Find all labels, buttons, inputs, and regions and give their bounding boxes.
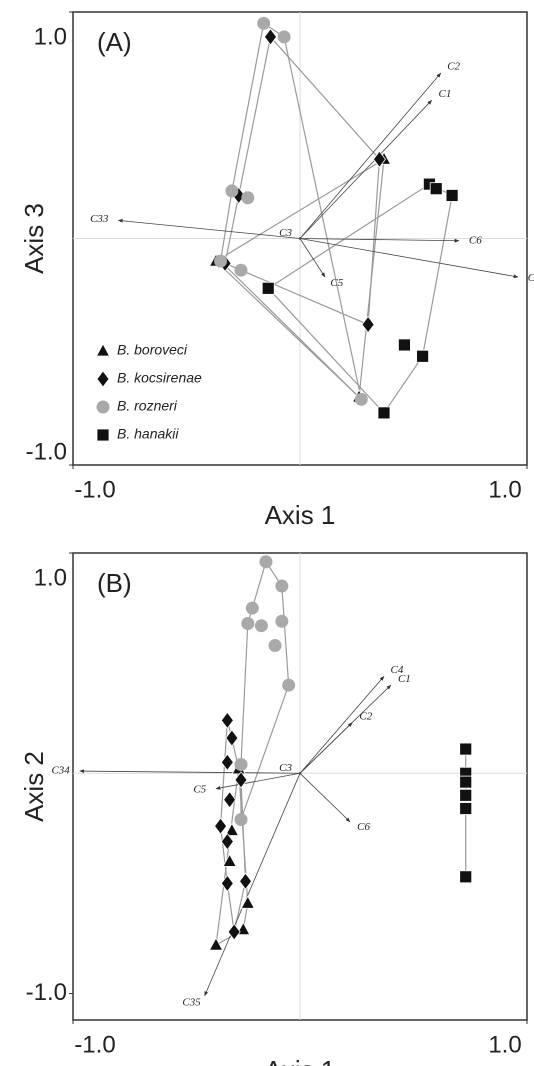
vector-label: C4: [528, 272, 534, 284]
biplot-vector: [299, 772, 351, 823]
biplot-vector: [79, 769, 301, 774]
data-point: [398, 338, 411, 352]
vector-label: C1: [398, 673, 411, 685]
panel-label: (B): [97, 568, 132, 598]
data-point: [220, 832, 234, 851]
data-point: [254, 619, 268, 633]
y-axis-label: Axis 3: [19, 203, 49, 274]
legend-label: B. kocsirenae: [117, 370, 202, 386]
group-hull: [240, 560, 290, 820]
x-axis-label: Axis 1: [265, 1055, 336, 1066]
data-point: [245, 601, 259, 615]
y-axis-label: Axis 2: [19, 751, 49, 822]
biplot-vector: [299, 238, 519, 279]
y-tick-label: -1.0: [26, 438, 67, 465]
group-hull: [267, 183, 453, 414]
vector-label: C35: [182, 997, 201, 1009]
data-point: [361, 315, 375, 334]
data-point: [234, 757, 248, 771]
data-point: [234, 813, 248, 827]
vector-label: C6: [357, 821, 370, 833]
biplot-vector: [299, 238, 460, 243]
vector-label: C2: [447, 61, 460, 73]
data-point: [239, 872, 253, 890]
biplot-vector: [299, 99, 432, 239]
legend-label: B. boroveci: [117, 342, 188, 358]
biplot-vector: [299, 722, 353, 774]
data-point: [372, 150, 386, 168]
data-point: [257, 16, 271, 30]
vector-label: C34: [51, 765, 70, 777]
vector-label: C33: [90, 213, 109, 225]
legend-marker: [96, 428, 110, 442]
data-point: [259, 555, 273, 569]
group-hull: [224, 35, 381, 326]
data-point: [429, 182, 443, 196]
data-point: [459, 788, 473, 802]
vector-label: C3: [279, 762, 292, 774]
data-point: [223, 791, 237, 809]
legend-marker: [95, 343, 111, 357]
data-point: [354, 392, 368, 406]
vector-label: C5: [330, 277, 343, 289]
legend-marker: [96, 400, 110, 414]
data-point: [377, 406, 391, 420]
y-tick-label: 1.0: [34, 23, 67, 50]
data-point: [282, 678, 296, 692]
data-point: [268, 639, 282, 653]
vector-label: C6: [469, 234, 482, 246]
biplot-vector: [299, 675, 385, 774]
biplot-vector: [299, 72, 442, 239]
data-point: [214, 817, 228, 835]
data-point: [445, 189, 459, 202]
data-point: [208, 937, 224, 951]
data-point: [241, 616, 255, 630]
data-point: [220, 753, 234, 771]
data-point: [225, 729, 239, 747]
y-tick-label: -1.0: [26, 979, 67, 1006]
biplot-vector: [215, 772, 301, 790]
biplot-vector: [117, 218, 301, 239]
data-point: [234, 771, 248, 789]
data-point: [241, 191, 255, 205]
vector-label: C5: [193, 784, 206, 796]
data-point: [459, 802, 473, 815]
data-point: [234, 263, 248, 277]
legend-label: B. rozneri: [117, 398, 178, 414]
data-point: [275, 614, 289, 628]
data-point: [459, 870, 473, 884]
data-point: [240, 895, 255, 909]
data-point: [224, 822, 240, 836]
data-point: [416, 349, 429, 363]
group-hull: [219, 22, 363, 402]
biplot-vector: [299, 238, 326, 278]
legend-label: B. hanakii: [117, 426, 179, 442]
panel-label: (A): [97, 27, 132, 57]
x-tick-label: -1.0: [74, 476, 115, 503]
vector-label: C3: [279, 227, 292, 239]
x-tick-label: -1.0: [74, 1031, 115, 1058]
legend-marker: [96, 370, 110, 388]
y-tick-label: 1.0: [34, 564, 67, 591]
data-point: [214, 254, 228, 268]
data-point: [227, 923, 241, 941]
data-point: [261, 281, 275, 295]
x-tick-label: 1.0: [488, 476, 521, 503]
x-tick-label: 1.0: [488, 1031, 521, 1058]
vector-label: C2: [359, 711, 372, 723]
data-point: [225, 184, 239, 198]
data-point: [459, 775, 473, 789]
data-point: [220, 874, 234, 893]
biplot-vector: [204, 773, 301, 997]
data-point: [220, 711, 234, 730]
vector-label: C4: [391, 664, 404, 676]
vector-label: C1: [439, 88, 452, 100]
data-point: [459, 742, 473, 756]
data-point: [277, 30, 291, 44]
data-point: [222, 853, 237, 867]
x-axis-label: Axis 1: [265, 500, 336, 530]
data-point: [275, 579, 289, 593]
data-point: [263, 28, 277, 46]
